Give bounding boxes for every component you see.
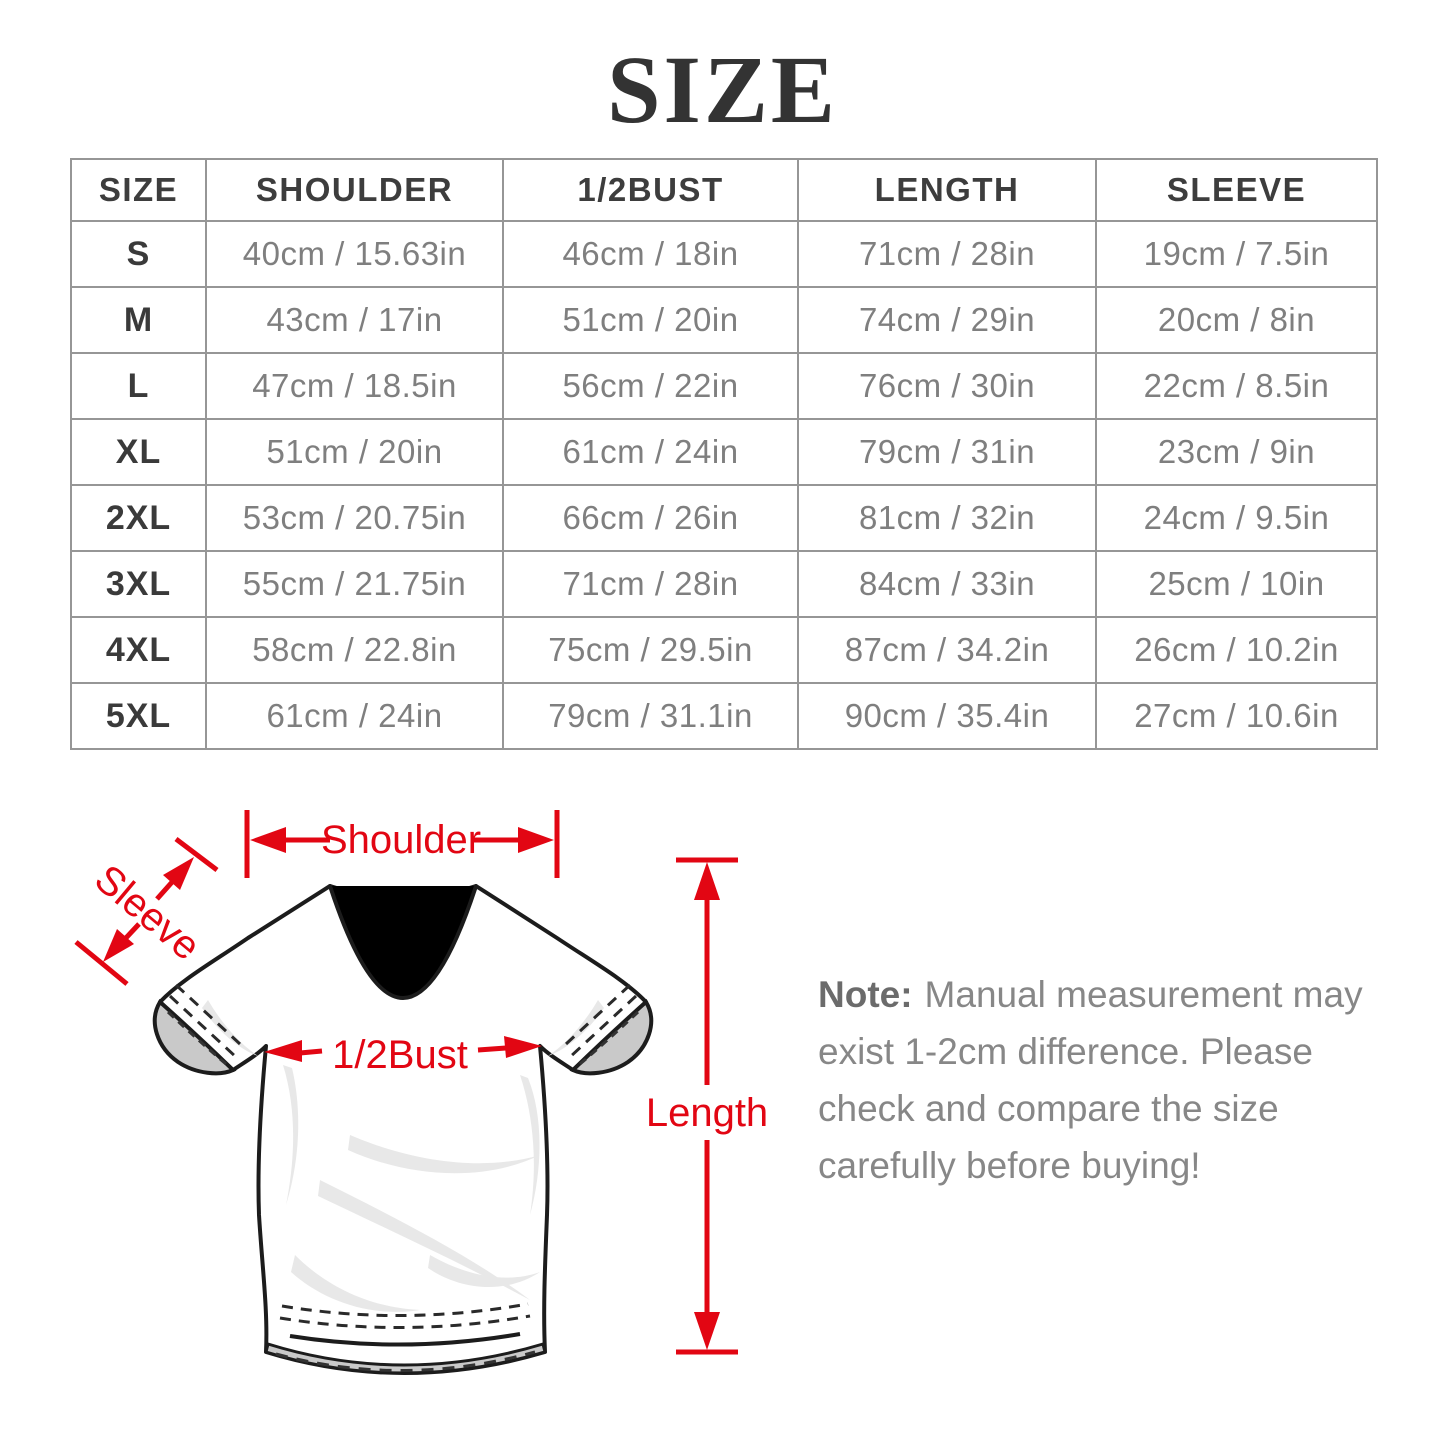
- measurement-value: 56cm / 22in: [502, 352, 799, 420]
- page-title: SIZE: [607, 36, 838, 143]
- measurement-value: 81cm / 32in: [797, 484, 1097, 552]
- measurement-value: 79cm / 31.1in: [502, 682, 799, 750]
- arrow-right-icon: [504, 1036, 542, 1058]
- measurement-value: 55cm / 21.75in: [205, 550, 504, 618]
- measurement-value: 79cm / 31in: [797, 418, 1097, 486]
- measurement-value: 23cm / 9in: [1095, 418, 1378, 486]
- sleeve-dimension: Sleeve: [74, 837, 219, 986]
- shoulder-dimension-label: Shoulder: [321, 818, 481, 862]
- length-dimension-label: Length: [646, 1091, 768, 1135]
- arrow-left-icon: [264, 1040, 302, 1062]
- table-row: L 47cm / 18.5in 56cm / 22in 76cm / 30in …: [70, 352, 1378, 420]
- measurement-value: 26cm / 10.2in: [1095, 616, 1378, 684]
- size-label: 2XL: [70, 484, 207, 552]
- size-label: L: [70, 352, 207, 420]
- size-label: M: [70, 286, 207, 354]
- arrow-up-icon: [694, 862, 720, 900]
- note-line: check and compare the size: [818, 1088, 1279, 1129]
- bust-dimension-label: 1/2Bust: [332, 1033, 468, 1077]
- column-header-shoulder: SHOULDER: [205, 158, 504, 222]
- table-row: 3XL 55cm / 21.75in 71cm / 28in 84cm / 33…: [70, 550, 1378, 618]
- left-cuff: [152, 998, 237, 1076]
- measurement-value: 40cm / 15.63in: [205, 220, 504, 288]
- arrow-left-icon: [250, 827, 286, 853]
- measurement-value: 25cm / 10in: [1095, 550, 1378, 618]
- sleeve-dimension-label: Sleeve: [86, 857, 208, 969]
- note-label: Note:: [818, 974, 913, 1015]
- note-line: Note: Manual measurement may: [818, 974, 1363, 1015]
- measurement-value: 71cm / 28in: [797, 220, 1097, 288]
- size-label: XL: [70, 418, 207, 486]
- column-header-sleeve: SLEEVE: [1095, 158, 1378, 222]
- size-label: S: [70, 220, 207, 288]
- measurement-value: 43cm / 17in: [205, 286, 504, 354]
- measurement-value: 51cm / 20in: [502, 286, 799, 354]
- column-header-length: LENGTH: [797, 158, 1097, 222]
- measurement-value: 27cm / 10.6in: [1095, 682, 1378, 750]
- arrow-right-icon: [518, 827, 554, 853]
- measurement-value: 61cm / 24in: [205, 682, 504, 750]
- measurement-value: 74cm / 29in: [797, 286, 1097, 354]
- size-label: 4XL: [70, 616, 207, 684]
- note-line: exist 1-2cm difference. Please: [818, 1031, 1313, 1072]
- tshirt-illustration: [152, 884, 654, 1375]
- measurement-value: 51cm / 20in: [205, 418, 504, 486]
- size-table: SIZE SHOULDER 1/2BUST LENGTH SLEEVE S 40…: [70, 158, 1378, 750]
- table-row: 5XL 61cm / 24in 79cm / 31.1in 90cm / 35.…: [70, 682, 1378, 750]
- measurement-value: 24cm / 9.5in: [1095, 484, 1378, 552]
- arrow-down-left-icon: [103, 929, 134, 962]
- measurement-value: 61cm / 24in: [502, 418, 799, 486]
- table-row: S 40cm / 15.63in 46cm / 18in 71cm / 28in…: [70, 220, 1378, 288]
- size-label: 5XL: [70, 682, 207, 750]
- arrow-down-icon: [694, 1312, 720, 1350]
- measurement-value: 90cm / 35.4in: [797, 682, 1097, 750]
- measurement-value: 66cm / 26in: [502, 484, 799, 552]
- table-row: M 43cm / 17in 51cm / 20in 74cm / 29in 20…: [70, 286, 1378, 354]
- measurement-value: 71cm / 28in: [502, 550, 799, 618]
- measurement-value: 76cm / 30in: [797, 352, 1097, 420]
- table-row: XL 51cm / 20in 61cm / 24in 79cm / 31in 2…: [70, 418, 1378, 486]
- note-text: Note: Manual measurement may exist 1-2cm …: [818, 966, 1398, 1194]
- measurement-value: 47cm / 18.5in: [205, 352, 504, 420]
- measurement-value: 58cm / 22.8in: [205, 616, 504, 684]
- table-row: 4XL 58cm / 22.8in 75cm / 29.5in 87cm / 3…: [70, 616, 1378, 684]
- size-label: 3XL: [70, 550, 207, 618]
- measurement-value: 46cm / 18in: [502, 220, 799, 288]
- measurement-value: 53cm / 20.75in: [205, 484, 504, 552]
- measurement-value: 75cm / 29.5in: [502, 616, 799, 684]
- measurement-value: 20cm / 8in: [1095, 286, 1378, 354]
- measurement-value: 19cm / 7.5in: [1095, 220, 1378, 288]
- column-header-bust: 1/2BUST: [502, 158, 799, 222]
- table-header-row: SIZE SHOULDER 1/2BUST LENGTH SLEEVE: [70, 158, 1378, 222]
- right-cuff: [569, 998, 654, 1076]
- measurement-value: 84cm / 33in: [797, 550, 1097, 618]
- bust-dimension: 1/2Bust: [264, 1033, 542, 1077]
- column-header-size: SIZE: [70, 158, 207, 222]
- table-row: 2XL 53cm / 20.75in 66cm / 26in 81cm / 32…: [70, 484, 1378, 552]
- measurement-value: 22cm / 8.5in: [1095, 352, 1378, 420]
- length-dimension: Length: [646, 857, 768, 1355]
- shoulder-dimension: Shoulder: [244, 810, 560, 878]
- note-line: carefully before buying!: [818, 1145, 1201, 1186]
- measurement-value: 87cm / 34.2in: [797, 616, 1097, 684]
